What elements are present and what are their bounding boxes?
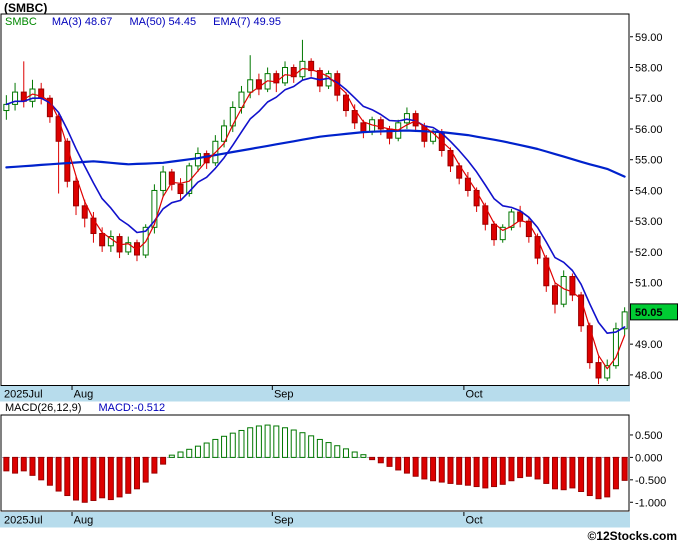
price-tick-label: 48.00 [635, 370, 663, 382]
price-tick-label: 54.00 [635, 185, 663, 197]
price-tick-label: 56.00 [635, 124, 663, 136]
macd-tick-label: 0.000 [635, 452, 663, 464]
month-tick-label: Aug [74, 515, 94, 527]
date-axis-band [0, 386, 630, 402]
ema7-line [5, 77, 626, 335]
macd-tick-label: 0.500 [635, 430, 663, 442]
ma3-line [23, 67, 626, 370]
macd-tick-label: -1.000 [635, 497, 666, 509]
price-tick-label: 55.00 [635, 155, 663, 167]
symbol-label: SMBC [5, 16, 37, 28]
ma50-legend: MA(50) 54.45 [129, 16, 197, 28]
macd-border [0, 414, 630, 512]
ema7-legend: EMA(7) 49.95 [213, 16, 282, 28]
price-tick-label: 53.00 [635, 216, 663, 228]
macd-legend: MACD(26,12,9) MACD:-0.512 [5, 402, 165, 414]
price-tick-label: 49.00 [635, 339, 663, 351]
price-tick-label: 58.00 [635, 62, 663, 74]
price-tick-label: 51.00 [635, 278, 663, 290]
month-tick-label: 2025Jul [4, 515, 43, 527]
month-tick-label: Sep [274, 515, 294, 527]
month-tick-label: 2025Jul [4, 389, 43, 401]
candlesticks [3, 39, 628, 385]
date-axis-band [0, 512, 630, 528]
watermark-link[interactable]: ©12Stocks.com [587, 529, 677, 543]
page-title: (SMBC) [4, 1, 48, 15]
ma3-legend: MA(3) 48.67 [51, 16, 113, 28]
macd-value-label: MACD:-0.512 [98, 402, 166, 414]
ma50-line [5, 129, 626, 178]
chart-legend: SMBC MA(3) 48.67 MA(50) 54.45 EMA(7) 49.… [5, 16, 295, 28]
macd-histogram [3, 424, 628, 503]
main-chart-border [0, 13, 630, 386]
month-tick-label: Oct [466, 389, 483, 401]
price-tick-label: 52.00 [635, 247, 663, 259]
svg-text:50.05: 50.05 [635, 307, 663, 319]
price-tick-label: 57.00 [635, 93, 663, 105]
macd-tick-label: -0.500 [635, 475, 666, 487]
month-tick-label: Sep [274, 389, 294, 401]
month-tick-label: Aug [74, 389, 94, 401]
macd-params-label: MACD(26,12,9) [5, 402, 82, 414]
current-price-label: 50.05 [630, 303, 678, 321]
price-tick-label: 59.00 [635, 32, 663, 44]
month-tick-label: Oct [466, 515, 483, 527]
